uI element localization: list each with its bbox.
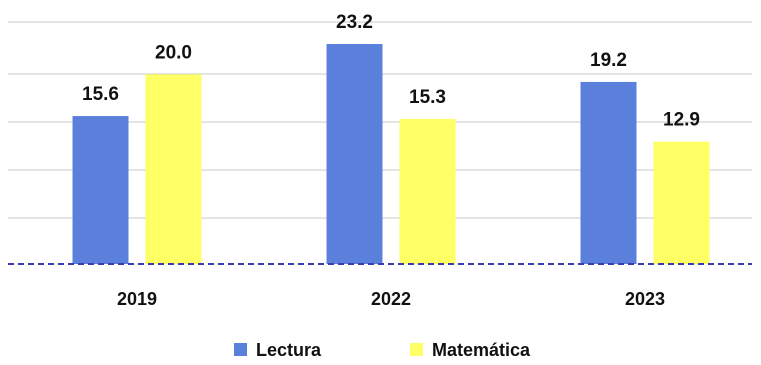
data-label: 23.2 — [336, 12, 373, 33]
bar-matem-tica-2023 — [653, 141, 710, 264]
bars — [72, 44, 710, 265]
data-label: 15.6 — [82, 84, 119, 105]
legend: Lectura Matemática — [234, 340, 531, 360]
bar-lectura-2019 — [72, 116, 129, 264]
legend-swatch — [410, 343, 423, 356]
legend-label: Matemática — [432, 340, 531, 360]
data-label: 15.3 — [409, 87, 446, 108]
x-tick-label: 2019 — [117, 289, 157, 309]
value-labels: 15.6 20.0 23.2 15.3 19.2 12.9 — [82, 12, 700, 131]
bar-lectura-2023 — [580, 81, 637, 265]
data-label: 20.0 — [155, 42, 192, 63]
bar-matem-tica-2019 — [145, 74, 202, 265]
x-tick-label: 2022 — [371, 289, 411, 309]
category-labels: 2019 2022 2023 — [117, 289, 665, 309]
legend-label: Lectura — [256, 340, 322, 360]
legend-swatch — [234, 343, 247, 356]
x-tick-label: 2023 — [625, 289, 665, 309]
bar-matem-tica-2022 — [399, 118, 456, 265]
data-label: 12.9 — [663, 110, 700, 131]
bar-lectura-2022 — [326, 44, 383, 264]
data-label: 19.2 — [590, 50, 627, 71]
